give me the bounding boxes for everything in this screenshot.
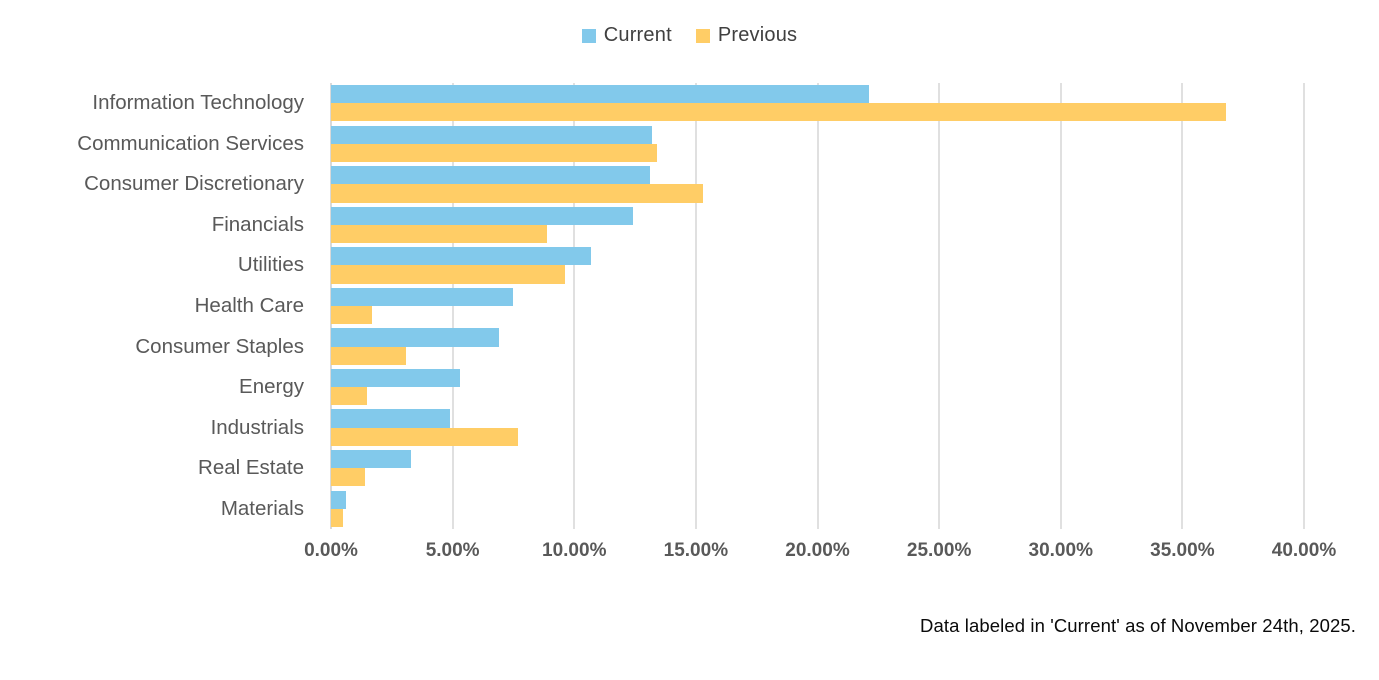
bar-group-financials xyxy=(331,205,1304,246)
bar-previous-industrials xyxy=(331,427,519,446)
legend-item-current: Current xyxy=(581,24,672,47)
category-label-consumer-staples: Consumer Staples xyxy=(135,334,304,358)
bar-group-information-technology xyxy=(331,83,1304,124)
bar-previous-communication-services xyxy=(331,143,657,162)
bar-rows xyxy=(331,83,1304,529)
bar-previous-consumer-discretionary xyxy=(331,184,704,203)
gridline-2 xyxy=(573,83,576,529)
category-label-materials: Materials xyxy=(220,496,304,520)
bar-current-communication-services xyxy=(331,125,653,144)
plot-area xyxy=(330,83,1305,529)
x-tick-label-3: 15.00% xyxy=(663,540,729,561)
x-tick-label-1: 5.00% xyxy=(425,540,480,561)
gridline-4 xyxy=(816,83,819,529)
bar-current-real-estate xyxy=(331,450,412,469)
x-tick-label-8: 40.00% xyxy=(1271,540,1337,561)
bar-previous-health-care xyxy=(331,306,373,325)
bar-current-consumer-staples xyxy=(331,328,499,347)
category-label-energy: Energy xyxy=(239,375,304,399)
bar-current-consumer-discretionary xyxy=(331,166,650,185)
legend-swatch-previous-icon xyxy=(695,28,710,43)
bar-group-consumer-discretionary xyxy=(331,164,1304,205)
bar-group-materials xyxy=(331,488,1304,529)
bar-previous-real-estate xyxy=(331,468,366,487)
category-label-utilities: Utilities xyxy=(237,253,304,277)
bar-previous-materials xyxy=(331,508,344,527)
x-tick-label-4: 20.00% xyxy=(785,540,850,561)
gridline-3 xyxy=(694,83,697,529)
gridline-6 xyxy=(1059,83,1062,529)
legend-label-previous: Previous xyxy=(717,24,798,46)
category-label-communication-services: Communication Services xyxy=(77,131,304,155)
x-axis-tick-labels: 0.00% 5.00% 10.00% 15.00% 20.00% 25.00% 30.00%… xyxy=(304,540,1336,568)
gridline-7 xyxy=(1181,83,1184,529)
bar-group-industrials xyxy=(331,407,1304,448)
gridline-1 xyxy=(451,83,454,529)
legend-item-previous: Previous xyxy=(695,24,798,47)
category-label-real-estate: Real Estate xyxy=(198,456,304,480)
x-tick-label-6: 30.00% xyxy=(1028,540,1093,561)
category-label-consumer-discretionary: Consumer Discretionary xyxy=(84,172,304,196)
bar-previous-energy xyxy=(331,387,368,406)
gridline-8 xyxy=(1303,83,1305,529)
legend-label-current: Current xyxy=(603,24,672,46)
bar-previous-consumer-staples xyxy=(331,346,407,365)
bar-current-information-technology xyxy=(331,85,869,104)
legend-swatch-current-icon xyxy=(581,28,596,43)
x-tick-label-2: 10.00% xyxy=(542,540,607,561)
bar-previous-information-technology xyxy=(331,103,1227,122)
bar-current-energy xyxy=(331,368,460,388)
bar-previous-utilities xyxy=(331,265,565,284)
bar-group-consumer-staples xyxy=(331,326,1304,367)
bar-current-industrials xyxy=(331,409,451,428)
category-label-health-care: Health Care xyxy=(194,294,304,317)
footnote: Data labeled in 'Current' as of November… xyxy=(920,615,1356,636)
bar-group-real-estate xyxy=(331,448,1304,489)
y-axis-category-labels: Information Technology Communication Serv… xyxy=(0,83,317,529)
category-label-industrials: Industrials xyxy=(210,415,304,439)
x-tick-label-5: 25.00% xyxy=(906,540,972,561)
bar-group-communication-services xyxy=(331,124,1304,165)
x-tick-label-7: 35.00% xyxy=(1150,540,1215,561)
bar-previous-financials xyxy=(331,224,548,244)
bar-current-utilities xyxy=(331,247,592,266)
bar-group-utilities xyxy=(331,245,1304,286)
bar-current-materials xyxy=(331,490,346,509)
category-label-financials: Financials xyxy=(211,212,304,236)
bar-current-health-care xyxy=(331,287,514,306)
x-tick-label-0: 0.00% xyxy=(304,540,358,561)
gridline-5 xyxy=(938,83,941,529)
category-label-information-technology: Information Technology xyxy=(92,91,304,115)
chart-legend: Current Previous xyxy=(0,24,1379,47)
bar-current-financials xyxy=(331,206,633,225)
bar-group-health-care xyxy=(331,286,1304,327)
bar-group-energy xyxy=(331,367,1304,408)
